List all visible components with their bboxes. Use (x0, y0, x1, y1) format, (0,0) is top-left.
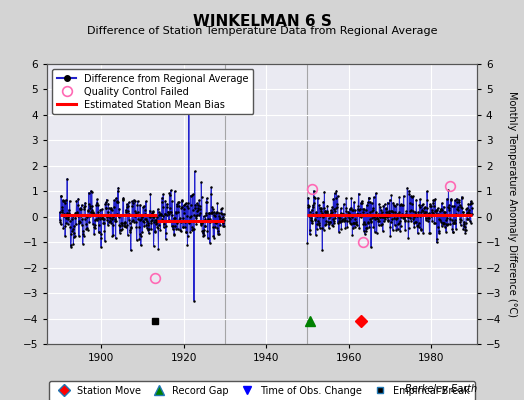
Text: Berkeley Earth: Berkeley Earth (405, 384, 477, 394)
Y-axis label: Monthly Temperature Anomaly Difference (°C): Monthly Temperature Anomaly Difference (… (507, 91, 517, 317)
Legend: Station Move, Record Gap, Time of Obs. Change, Empirical Break: Station Move, Record Gap, Time of Obs. C… (49, 381, 475, 400)
Text: WINKELMAN 6 S: WINKELMAN 6 S (192, 14, 332, 29)
Text: Difference of Station Temperature Data from Regional Average: Difference of Station Temperature Data f… (87, 26, 437, 36)
